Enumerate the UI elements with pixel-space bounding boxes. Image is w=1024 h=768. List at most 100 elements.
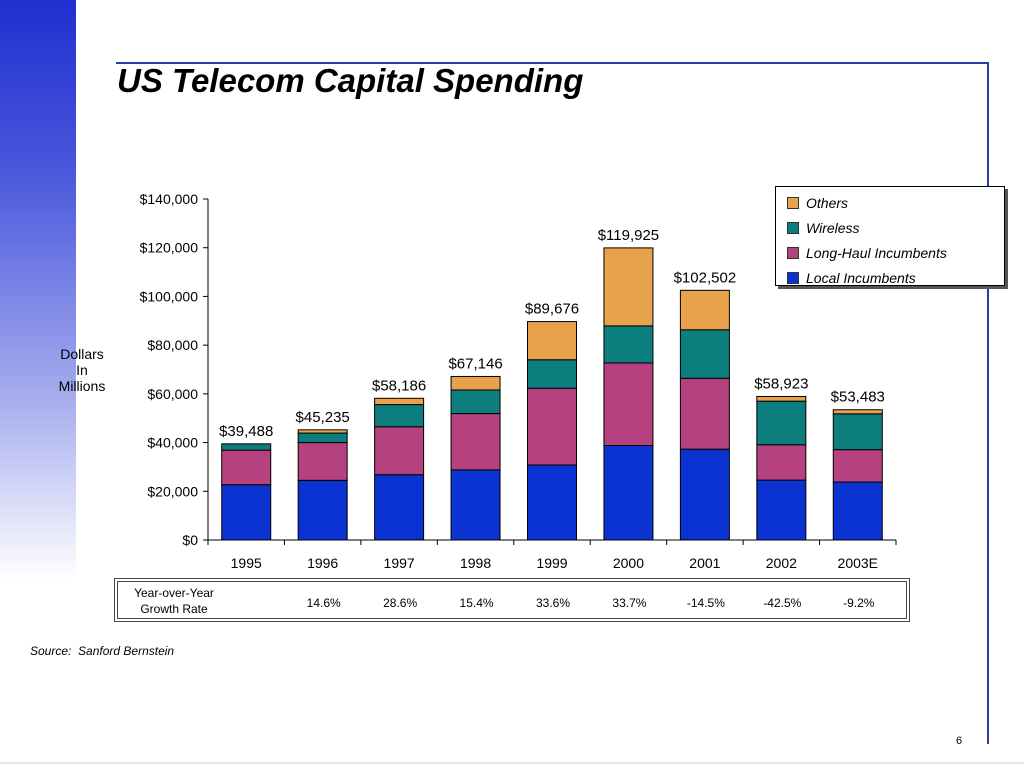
- legend-swatch-others: [787, 196, 799, 209]
- right-rule: [987, 62, 989, 744]
- chart-legend: Others Wireless Long-Haul Incumbents Loc…: [775, 186, 1005, 286]
- y-tick-label: $80,000: [147, 337, 198, 353]
- y-axis-label: Dollars In Millions: [44, 346, 120, 394]
- slide-title: US Telecom Capital Spending: [117, 62, 584, 99]
- y-tick-label: $100,000: [140, 288, 199, 304]
- bar-segment-wireless: [603, 325, 654, 364]
- bar-segment-long-haul-incumbents: [832, 449, 883, 483]
- y-tick-label: $140,000: [140, 191, 199, 207]
- bar-segment-long-haul-incumbents: [297, 442, 348, 481]
- growth-rate-value: 33.6%: [535, 596, 571, 610]
- bar-total-label: $67,146: [448, 355, 502, 372]
- bar-segment-wireless: [450, 389, 501, 415]
- bottom-rule: [0, 762, 1024, 764]
- bar-segment-long-haul-incumbents: [527, 387, 577, 466]
- bar-segment-local-incumbents: [221, 484, 272, 541]
- bar-segment-long-haul-incumbents: [756, 444, 807, 481]
- growth-rate-value: -9.2%: [843, 596, 875, 610]
- bar-segment-wireless: [756, 400, 807, 446]
- title-rule: [116, 62, 989, 64]
- x-tick-label: 2002: [766, 555, 797, 571]
- legend-label: Long-Haul Incumbents: [806, 244, 947, 261]
- y-tick-label: $60,000: [147, 386, 198, 402]
- bar-segment-wireless: [374, 404, 425, 428]
- bar-segment-wireless: [832, 413, 883, 451]
- y-axis-label-line: In: [76, 362, 88, 378]
- y-tick-label: $40,000: [147, 435, 198, 451]
- x-tick-label: 2003E: [838, 555, 878, 571]
- bar-segment-long-haul-incumbents: [450, 413, 501, 471]
- x-tick-label: 2001: [689, 555, 720, 571]
- growth-rate-value: -42.5%: [763, 596, 802, 610]
- growth-rate-label-line: Year-over-Year: [134, 586, 214, 600]
- bar-segment-others: [297, 429, 348, 434]
- x-tick-label: 1996: [307, 555, 338, 571]
- growth-rate-value: 28.6%: [383, 596, 418, 610]
- y-axis-label-line: Millions: [58, 378, 106, 394]
- y-tick-label: $20,000: [147, 483, 198, 499]
- growth-rate-value: -14.5%: [686, 596, 725, 610]
- legend-item-long-haul: Long-Haul Incumbents: [787, 240, 1004, 265]
- bar-segment-long-haul-incumbents: [679, 377, 730, 450]
- page-number: 6: [956, 735, 963, 747]
- bar-total-label: $102,502: [674, 269, 737, 286]
- growth-rate-value: 33.7%: [612, 596, 647, 610]
- bar-total-label: $39,488: [219, 423, 273, 440]
- bar-segment-wireless: [527, 359, 577, 389]
- y-tick-label: $0: [182, 532, 198, 548]
- x-tick-label: 2000: [613, 555, 644, 571]
- bar-segment-local-incumbents: [756, 479, 807, 541]
- legend-label: Others: [806, 194, 849, 211]
- bar-segment-others: [756, 395, 807, 402]
- y-tick-label: $120,000: [140, 240, 199, 256]
- source-note: Source: Sanford Bernstein: [30, 644, 174, 658]
- bar-total-label: $119,925: [598, 227, 659, 244]
- bar-segment-others: [832, 409, 883, 415]
- growth-rate-label: Year-over-Year Growth Rate: [122, 585, 226, 617]
- x-tick-label: 1998: [460, 555, 491, 571]
- legend-item-wireless: Wireless: [787, 215, 1004, 240]
- bar-segment-wireless: [679, 329, 730, 379]
- bar-segment-local-incumbents: [374, 474, 425, 541]
- source-name: Sanford Bernstein: [78, 644, 175, 658]
- bar-segment-local-incumbents: [297, 479, 348, 541]
- legend-item-others: Others: [787, 190, 1004, 215]
- side-gradient-band: [0, 0, 76, 580]
- bar-total-label: $58,186: [372, 377, 426, 394]
- bar-segment-others: [450, 375, 501, 391]
- bar-segment-local-incumbents: [450, 469, 501, 541]
- bar-segment-local-incumbents: [679, 448, 730, 541]
- bar-total-label: $58,923: [754, 375, 808, 392]
- growth-rate-value: 15.4%: [459, 596, 494, 610]
- stacked-bar-chart: $0 $20,000 $40,000 $60,000 $80,000 $100,000 $1…: [140, 191, 897, 571]
- bar-segment-others: [603, 247, 654, 327]
- growth-rate-table: Year-over-Year Growth Rate 14.6% 28.6% 15.…: [114, 578, 910, 622]
- y-axis-label-line: Dollars: [60, 346, 104, 362]
- x-tick-label: 1999: [536, 555, 567, 571]
- legend-label: Wireless: [806, 219, 860, 236]
- legend-swatch-wireless: [787, 221, 799, 234]
- bar-segment-local-incumbents: [527, 464, 577, 541]
- source-label: Source:: [30, 644, 72, 658]
- bar-segment-wireless: [221, 443, 272, 451]
- growth-rate-value: 14.6%: [306, 596, 341, 610]
- growth-rate-table-inner: Year-over-Year Growth Rate 14.6% 28.6% 15.…: [117, 581, 907, 619]
- bar-segment-local-incumbents: [603, 444, 654, 541]
- bar-segment-others: [679, 289, 730, 331]
- legend-swatch-local: [787, 271, 799, 284]
- legend-item-local: Local Incumbents: [787, 265, 1004, 290]
- bar-segment-wireless: [297, 432, 348, 444]
- bar-segment-local-incumbents: [832, 481, 883, 541]
- bar-segment-others: [527, 321, 577, 361]
- bar-segment-long-haul-incumbents: [603, 362, 654, 446]
- bar-segment-long-haul-incumbents: [221, 449, 272, 486]
- x-tick-label: 1995: [231, 555, 262, 571]
- growth-rate-label-line: Growth Rate: [140, 602, 208, 616]
- bar-segment-others: [374, 397, 425, 406]
- x-tick-label: 1997: [384, 555, 415, 571]
- bar-total-label: $53,483: [831, 389, 885, 406]
- bar-total-label: $45,235: [296, 409, 350, 426]
- legend-swatch-long-haul: [787, 246, 799, 259]
- bar-segment-long-haul-incumbents: [374, 426, 425, 476]
- legend-label: Local Incumbents: [806, 269, 916, 286]
